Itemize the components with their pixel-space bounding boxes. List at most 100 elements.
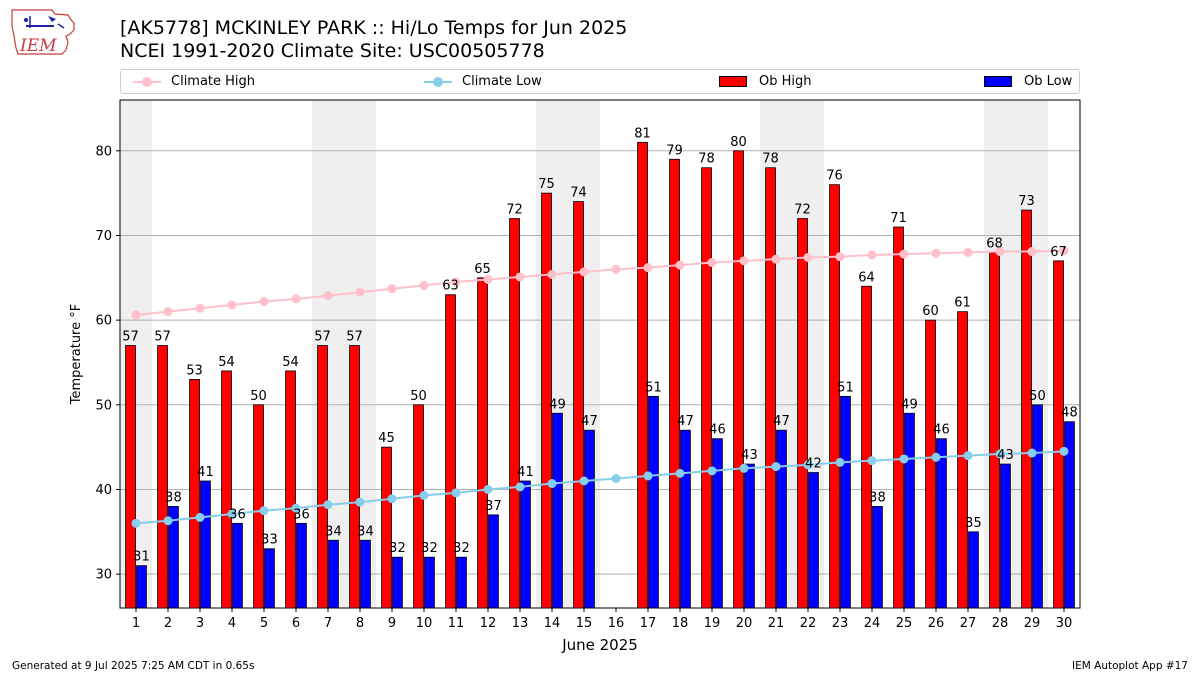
ob-low-label: 41 xyxy=(517,465,534,480)
x-tick-label: 8 xyxy=(356,616,364,631)
footer-app-text: IEM Autoplot App #17 xyxy=(1072,660,1188,672)
ob-high-label: 74 xyxy=(570,186,587,201)
ob-high-bar xyxy=(445,294,456,609)
climate-low-point xyxy=(547,479,557,489)
ob-high-swatch-icon xyxy=(719,76,747,87)
ob-low-label: 34 xyxy=(357,524,374,539)
ob-low-label: 47 xyxy=(773,414,790,429)
climate-low-point xyxy=(963,451,973,461)
legend-label: Climate Low xyxy=(462,74,542,89)
weekend-shade xyxy=(120,100,152,608)
ob-low-label: 47 xyxy=(581,414,598,429)
ob-high-bar xyxy=(221,370,232,609)
ob-high-bar xyxy=(829,184,840,609)
climate-high-point xyxy=(867,250,877,260)
x-tick-label: 25 xyxy=(896,616,913,631)
ob-low-bar xyxy=(456,556,467,609)
ob-low-label: 48 xyxy=(1061,406,1078,421)
climate-high-point xyxy=(579,267,589,277)
ob-low-bar xyxy=(296,522,307,609)
climate-low-point xyxy=(291,503,301,513)
climate-high-point xyxy=(1027,247,1037,257)
ob-low-bar xyxy=(232,522,243,609)
climate-low-point xyxy=(643,471,653,481)
ob-low-bar xyxy=(968,531,979,609)
ob-high-bar xyxy=(285,370,296,609)
chart-legend: Climate High Climate Low Ob High Ob Low xyxy=(120,69,1080,94)
climate-low-point xyxy=(163,516,173,526)
climate-low-point xyxy=(803,460,813,470)
climate-high-point xyxy=(483,274,493,284)
climate-low-point xyxy=(899,454,909,464)
climate-low-point xyxy=(1059,446,1069,456)
y-tick-label: 70 xyxy=(95,229,112,244)
ob-high-bar xyxy=(413,404,424,609)
climate-high-point xyxy=(675,260,685,270)
climate-high-point xyxy=(547,269,557,279)
ob-low-label: 43 xyxy=(997,448,1014,463)
svg-text:IEM: IEM xyxy=(19,36,57,56)
plot-frame xyxy=(119,99,1081,609)
y-tick-label: 40 xyxy=(95,483,112,498)
climate-high-point xyxy=(1059,246,1069,256)
ob-low-bar xyxy=(1000,463,1011,609)
ob-low-bar xyxy=(1032,404,1043,609)
x-tick-label: 27 xyxy=(960,616,977,631)
climate-low-point xyxy=(771,462,781,472)
x-tick-label: 6 xyxy=(292,616,300,631)
ob-low-bar xyxy=(712,438,723,609)
climate-high-point xyxy=(451,277,461,287)
ob-high-label: 72 xyxy=(794,203,811,218)
ob-low-label: 49 xyxy=(549,397,566,412)
x-tick-label: 2 xyxy=(164,616,172,631)
x-tick-label: 24 xyxy=(864,616,881,631)
ob-high-label: 54 xyxy=(218,355,235,370)
climate-low-point xyxy=(931,452,941,462)
climate-low-point xyxy=(835,457,845,467)
climate-high-line-icon xyxy=(133,70,161,93)
ob-low-bar xyxy=(584,429,595,609)
climate-low-point xyxy=(227,509,237,519)
ob-high-bar xyxy=(125,345,136,609)
ob-high-bar xyxy=(573,201,584,609)
y-axis-label: Temperature °F xyxy=(69,304,84,405)
weekend-shade xyxy=(568,100,600,608)
climate-high-point xyxy=(515,272,525,282)
x-tick-label: 22 xyxy=(800,616,817,631)
ob-high-label: 57 xyxy=(154,330,171,345)
weekend-shade xyxy=(984,100,1016,608)
ob-low-bar xyxy=(904,412,915,609)
x-tick-label: 23 xyxy=(832,616,849,631)
ob-low-label: 51 xyxy=(837,380,854,395)
ob-high-bar xyxy=(157,345,168,609)
x-tick-label: 11 xyxy=(448,616,465,631)
ob-high-bar xyxy=(957,311,968,609)
x-tick-label: 1 xyxy=(132,616,140,631)
ob-low-bar xyxy=(328,539,339,609)
x-tick-label: 21 xyxy=(768,616,785,631)
ob-high-label: 50 xyxy=(250,389,267,404)
ob-low-label: 46 xyxy=(709,423,726,438)
ob-high-label: 79 xyxy=(666,143,683,158)
climate-high-point xyxy=(771,254,781,264)
ob-low-bar xyxy=(840,395,851,609)
ob-low-label: 38 xyxy=(165,490,182,505)
ob-high-label: 64 xyxy=(858,270,875,285)
ob-high-bar xyxy=(765,167,776,609)
weekend-shade xyxy=(792,100,824,608)
climate-high-point xyxy=(291,294,301,304)
ob-low-label: 41 xyxy=(197,465,214,480)
climate-low-point xyxy=(195,512,205,522)
iem-logo: IEM xyxy=(8,6,80,58)
climate-low-point xyxy=(451,488,461,498)
x-tick-label: 30 xyxy=(1056,616,1073,631)
climate-high-point xyxy=(227,300,237,310)
ob-high-label: 73 xyxy=(1018,194,1035,209)
ob-high-label: 72 xyxy=(506,203,523,218)
legend-label: Climate High xyxy=(171,74,256,89)
x-axis-label: June 2025 xyxy=(561,636,638,654)
climate-low-point xyxy=(707,466,717,476)
chart-title: [AK5778] MCKINLEY PARK :: Hi/Lo Temps fo… xyxy=(120,17,628,39)
ob-low-label: 33 xyxy=(261,533,278,548)
ob-high-bar xyxy=(637,141,648,609)
